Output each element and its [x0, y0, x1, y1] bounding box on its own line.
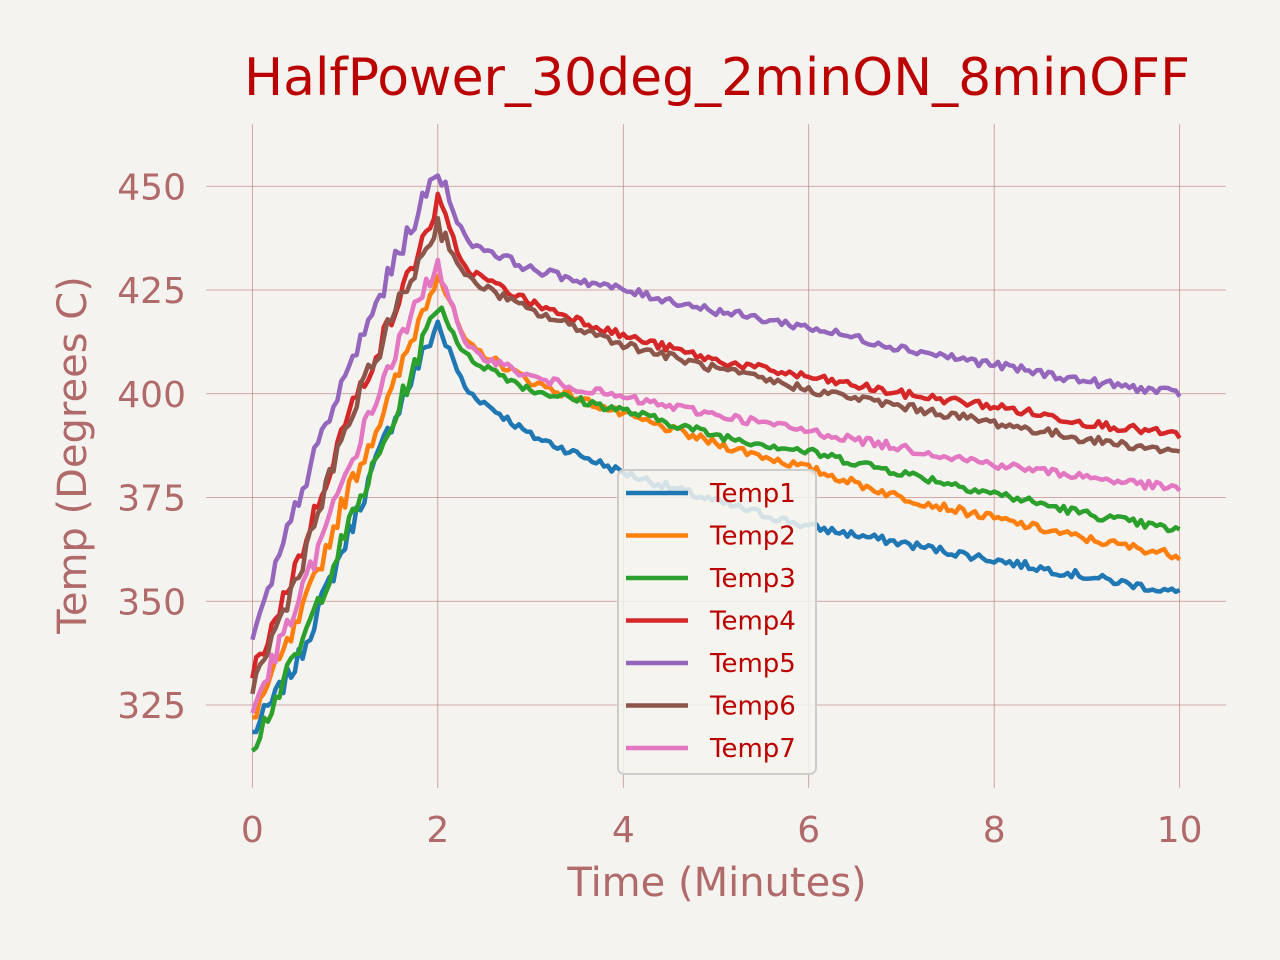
series-line-temp5 — [250, 173, 1182, 641]
series-line-temp6 — [250, 215, 1181, 695]
series-line-temp4 — [250, 191, 1182, 679]
x-tick-label: 0 — [241, 810, 264, 851]
x-axis-ticks: 0 2 4 6 8 10 — [241, 810, 1203, 851]
legend-label-temp7: Temp7 — [709, 734, 796, 764]
legend-label-temp5: Temp5 — [709, 649, 796, 679]
legend: Temp1 Temp2 Temp3 Temp4 Temp5 Temp6 Temp7 — [617, 469, 817, 775]
y-tick-label: 325 — [117, 686, 186, 727]
legend-label-temp1: Temp1 — [709, 479, 796, 509]
series-line-temp2 — [252, 273, 1182, 720]
series-line-temp7 — [250, 257, 1182, 714]
legend-label-temp3: Temp3 — [709, 564, 796, 594]
y-tick-label: 425 — [117, 271, 186, 312]
y-axis-ticks: 325 350 375 400 425 450 — [117, 167, 186, 727]
legend-label-temp4: Temp4 — [709, 607, 796, 637]
x-tick-label: 4 — [612, 810, 635, 851]
x-tick-label: 6 — [797, 810, 820, 851]
legend-box — [617, 469, 817, 775]
x-tick-label: 2 — [426, 810, 449, 851]
y-tick-label: 400 — [117, 375, 186, 416]
chart-title: HalfPower_30deg_2minON_8minOFF — [244, 48, 1190, 108]
x-tick-label: 8 — [983, 810, 1006, 851]
y-tick-label: 450 — [117, 167, 186, 208]
x-tick-label: 10 — [1157, 810, 1203, 851]
legend-label-temp2: Temp2 — [709, 522, 796, 552]
y-tick-label: 350 — [117, 582, 186, 623]
y-tick-label: 375 — [117, 479, 186, 520]
y-axis-label: Temp (Degrees C) — [50, 276, 96, 635]
x-axis-label: Time (Minutes) — [566, 860, 866, 906]
series-line-temp3 — [250, 305, 1181, 753]
legend-label-temp6: Temp6 — [709, 692, 796, 722]
